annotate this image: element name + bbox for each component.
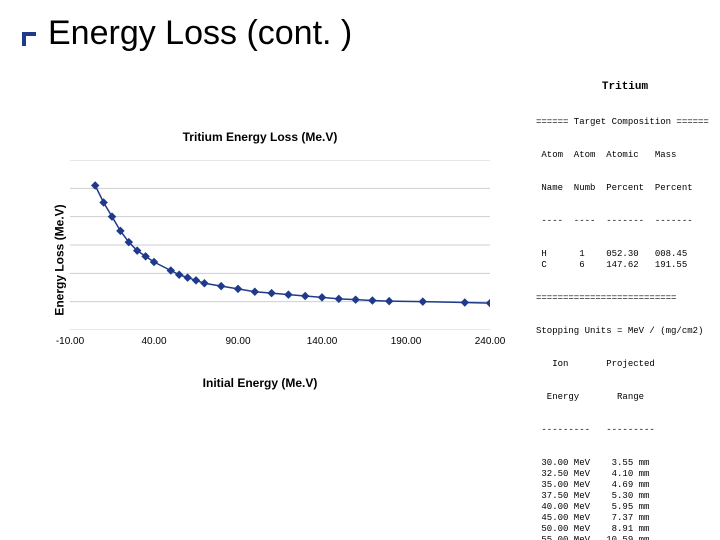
comp-row: C 6 147.62 191.55 [536, 260, 714, 271]
range-row: 40.00 MeV 5.95 mm [536, 502, 714, 513]
svg-text:140.00: 140.00 [307, 336, 338, 347]
comp-header: ====== Target Composition ====== [536, 117, 714, 128]
chart: Tritium Energy Loss (Me.V) Energy Loss (… [0, 130, 520, 390]
page-title: Energy Loss (cont. ) [48, 14, 352, 53]
comp-sep: ========================== [536, 293, 714, 304]
range-row: 37.50 MeV 5.30 mm [536, 491, 714, 502]
svg-text:-10.00: -10.00 [56, 336, 85, 347]
range-row: 30.00 MeV 3.55 mm [536, 458, 714, 469]
side-panel: Tritium ====== Target Composition ======… [536, 60, 714, 540]
table-head2: Energy Range [536, 392, 714, 403]
table-head1: Ion Projected [536, 359, 714, 370]
svg-text:190.00: 190.00 [391, 336, 422, 347]
x-axis-ticks: -10.00 40.00 90.00 140.00 190.00 240.00 [45, 332, 515, 352]
range-row: 32.50 MeV 4.10 mm [536, 469, 714, 480]
chart-title: Tritium Energy Loss (Me.V) [0, 130, 520, 144]
bullet-icon [22, 32, 36, 46]
data-series [91, 181, 490, 307]
side-title: Tritium [536, 82, 714, 93]
svg-text:240.00: 240.00 [475, 336, 506, 347]
table-dash: --------- --------- [536, 425, 714, 436]
comp-cols: Atom Atom Atomic Mass [536, 150, 714, 161]
units: Stopping Units = MeV / (mg/cm2) [536, 326, 714, 337]
range-row: 50.00 MeV 8.91 mm [536, 524, 714, 535]
svg-text:90.00: 90.00 [225, 336, 250, 347]
comp-dashes: ---- ---- ------- ------- [536, 216, 714, 227]
comp-row: H 1 052.30 008.45 [536, 249, 714, 260]
range-row: 35.00 MeV 4.69 mm [536, 480, 714, 491]
range-row: 55.00 MeV 10.59 mm [536, 535, 714, 540]
gridlines [70, 160, 490, 330]
plot-area: 0123456 [70, 160, 490, 330]
range-row: 45.00 MeV 7.37 mm [536, 513, 714, 524]
y-axis-label: Energy Loss (Me.V) [53, 204, 67, 315]
comp-cols2: Name Numb Percent Percent [536, 183, 714, 194]
x-axis-label: Initial Energy (Me.V) [0, 376, 520, 390]
svg-text:40.00: 40.00 [141, 336, 166, 347]
